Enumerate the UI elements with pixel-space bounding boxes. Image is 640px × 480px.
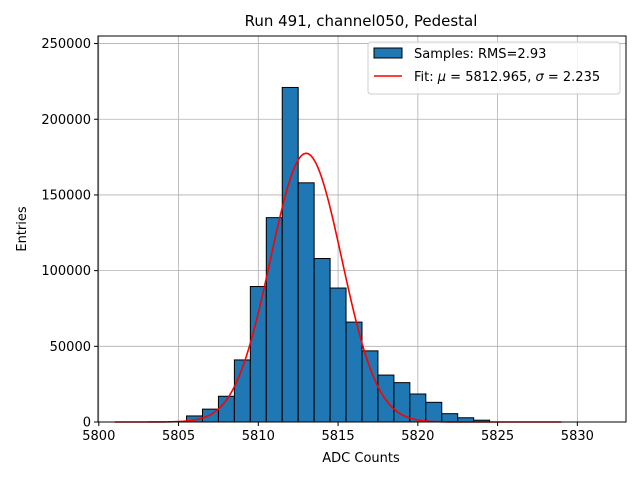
x-tick-label: 5815 bbox=[322, 429, 355, 444]
x-tick-label: 5825 bbox=[481, 429, 514, 444]
histogram-bar bbox=[425, 401, 443, 423]
y-axis-label: Entries bbox=[15, 206, 30, 252]
legend-fit-label: Fit: μ = 5812.965, σ = 2.235 bbox=[414, 70, 600, 85]
histogram-bar bbox=[281, 86, 299, 423]
x-axis-ticks: 5800 5805 5810 5815 5820 5825 5830 bbox=[82, 422, 594, 444]
x-axis-label: ADC Counts bbox=[322, 451, 400, 466]
histogram-bar bbox=[297, 182, 315, 423]
histogram-bar bbox=[377, 374, 395, 423]
chart-title: Run 491, channel050, Pedestal bbox=[245, 12, 478, 30]
legend: Samples: RMS=2.93 Fit: μ = 5812.965, σ =… bbox=[367, 41, 621, 95]
legend-histogram-swatch bbox=[373, 47, 403, 59]
histogram-bar bbox=[361, 350, 379, 423]
histogram-bar bbox=[329, 287, 347, 423]
histogram-bars bbox=[186, 86, 491, 423]
y-tick-label: 150000 bbox=[41, 188, 91, 203]
histogram-bar bbox=[265, 217, 283, 423]
histogram-bar bbox=[409, 393, 427, 423]
plot-frame bbox=[97, 35, 627, 423]
y-tick-label: 200000 bbox=[41, 113, 91, 128]
y-axis-ticks: 0 50000 100000 150000 200000 250000 bbox=[41, 37, 98, 431]
y-tick-label: 0 bbox=[83, 416, 91, 431]
x-tick-label: 5800 bbox=[82, 429, 115, 444]
y-tick-label: 100000 bbox=[41, 264, 91, 279]
legend-box bbox=[367, 41, 621, 95]
histogram-bar bbox=[249, 286, 267, 423]
x-tick-label: 5820 bbox=[401, 429, 434, 444]
y-tick-label: 50000 bbox=[50, 340, 91, 355]
histogram-bar bbox=[441, 413, 459, 423]
histogram-bar bbox=[393, 382, 411, 423]
x-tick-label: 5810 bbox=[242, 429, 275, 444]
histogram-bar bbox=[313, 258, 331, 423]
legend-histogram-label: Samples: RMS=2.93 bbox=[414, 47, 546, 62]
y-tick-label: 250000 bbox=[41, 37, 91, 52]
x-tick-label: 5830 bbox=[561, 429, 594, 444]
x-tick-label: 5805 bbox=[162, 429, 195, 444]
